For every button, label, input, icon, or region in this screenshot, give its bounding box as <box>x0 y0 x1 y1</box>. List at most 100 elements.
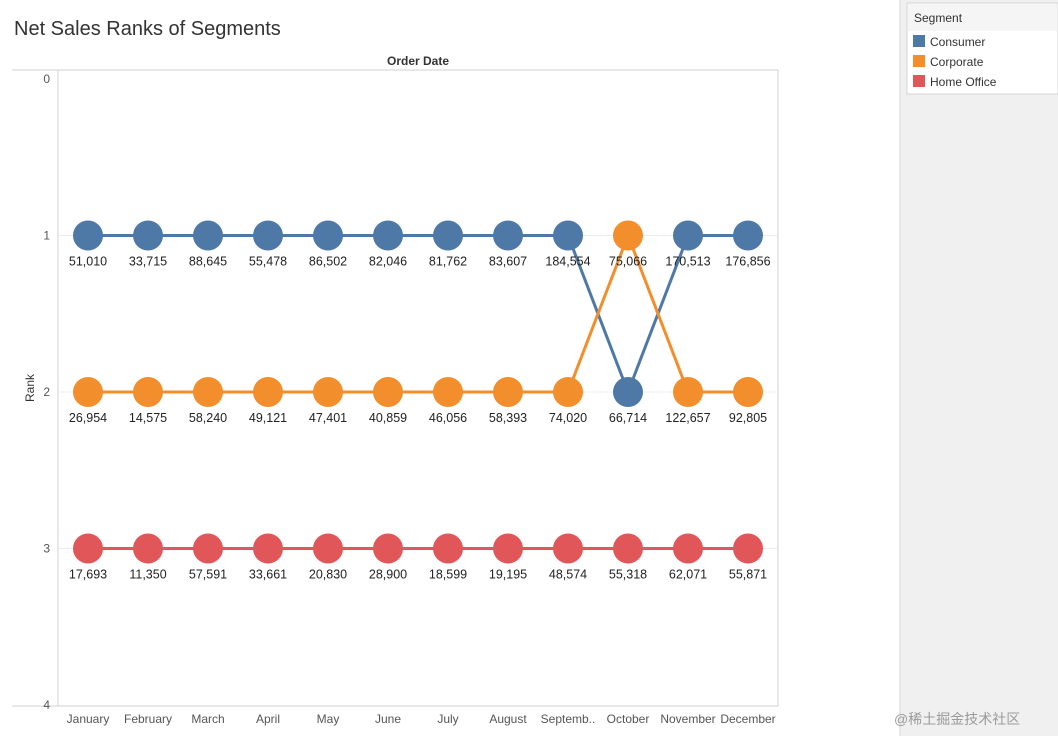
data-label: 184,554 <box>545 255 590 269</box>
x-tick-label: June <box>375 712 401 726</box>
data-point[interactable] <box>253 533 283 564</box>
y-tick-label: 0 <box>43 72 50 86</box>
data-point[interactable] <box>133 377 163 407</box>
data-point[interactable] <box>433 377 463 407</box>
data-point[interactable] <box>73 533 103 564</box>
data-label: 86,502 <box>309 255 347 269</box>
data-label: 18,599 <box>429 568 467 582</box>
data-point[interactable] <box>673 220 703 251</box>
x-tick-label: January <box>67 712 110 726</box>
legend-swatch <box>913 55 925 67</box>
column-header: Order Date <box>387 54 449 68</box>
data-point[interactable] <box>553 533 583 564</box>
data-label: 19,195 <box>489 568 527 582</box>
x-tick-label: October <box>607 712 650 726</box>
data-label: 14,575 <box>129 411 167 425</box>
data-point[interactable] <box>133 533 163 564</box>
data-point[interactable] <box>253 220 283 251</box>
data-label: 74,020 <box>549 411 587 425</box>
data-point[interactable] <box>673 533 703 564</box>
data-point[interactable] <box>493 533 523 564</box>
data-point[interactable] <box>193 220 223 251</box>
plot-area <box>57 69 779 707</box>
data-point[interactable] <box>73 377 103 407</box>
data-label: 47,401 <box>309 411 347 425</box>
data-point[interactable] <box>433 533 463 564</box>
y-axis-label: Rank <box>23 373 37 402</box>
x-tick-label: December <box>720 712 775 726</box>
legend: Segment Consumer Corporate Home Office <box>906 2 1058 95</box>
data-point[interactable] <box>613 533 643 564</box>
data-point[interactable] <box>553 220 583 251</box>
data-label: 88,645 <box>189 255 227 269</box>
data-label: 46,056 <box>429 411 467 425</box>
data-point[interactable] <box>133 220 163 251</box>
data-label: 49,121 <box>249 411 287 425</box>
data-point[interactable] <box>313 377 343 407</box>
side-panel <box>900 0 1058 736</box>
data-point[interactable] <box>493 377 523 407</box>
legend-item-label: Consumer <box>930 35 985 49</box>
data-label: 83,607 <box>489 255 527 269</box>
data-point[interactable] <box>613 377 643 407</box>
data-label: 66,714 <box>609 411 647 425</box>
data-label: 33,661 <box>249 568 287 582</box>
x-tick-label: April <box>256 712 280 726</box>
watermark: @稀土掘金技术社区 <box>894 711 1020 727</box>
legend-item-label: Corporate <box>930 55 984 69</box>
data-label: 57,591 <box>189 568 227 582</box>
data-label: 81,762 <box>429 255 467 269</box>
x-tick-label: August <box>489 712 527 726</box>
data-point[interactable] <box>373 533 403 564</box>
data-point[interactable] <box>373 220 403 251</box>
data-point[interactable] <box>673 377 703 407</box>
data-label: 62,071 <box>669 568 707 582</box>
x-tick-label: Septemb.. <box>541 712 596 726</box>
data-point[interactable] <box>733 220 763 251</box>
data-point[interactable] <box>433 220 463 251</box>
data-point[interactable] <box>733 533 763 564</box>
data-label: 33,715 <box>129 255 167 269</box>
data-label: 20,830 <box>309 568 347 582</box>
x-tick-label: July <box>437 712 458 726</box>
legend-swatch <box>913 35 925 47</box>
data-label: 11,350 <box>129 568 166 582</box>
data-point[interactable] <box>553 377 583 407</box>
data-point[interactable] <box>193 377 223 407</box>
data-label: 55,478 <box>249 255 287 269</box>
legend-title: Segment <box>914 11 963 25</box>
data-label: 122,657 <box>665 411 710 425</box>
legend-item-label: Home Office <box>930 75 997 89</box>
data-point[interactable] <box>313 220 343 251</box>
data-point[interactable] <box>733 377 763 407</box>
y-tick-label: 4 <box>43 698 50 712</box>
x-tick-label: March <box>191 712 224 726</box>
data-label: 55,318 <box>609 568 647 582</box>
data-label: 40,859 <box>369 411 407 425</box>
data-point[interactable] <box>493 220 523 251</box>
data-label: 28,900 <box>369 568 407 582</box>
data-point[interactable] <box>193 533 223 564</box>
data-label: 48,574 <box>549 568 587 582</box>
data-label: 58,393 <box>489 411 527 425</box>
data-point[interactable] <box>613 220 643 251</box>
data-point[interactable] <box>373 377 403 407</box>
data-point[interactable] <box>73 220 103 251</box>
chart-title: Net Sales Ranks of Segments <box>14 18 281 40</box>
y-tick-label: 3 <box>43 542 50 556</box>
data-label: 170,513 <box>665 255 710 269</box>
data-point[interactable] <box>253 377 283 407</box>
y-tick-label: 1 <box>43 229 50 243</box>
data-label: 26,954 <box>69 411 107 425</box>
data-label: 17,693 <box>69 568 107 582</box>
x-tick-label: February <box>124 712 172 726</box>
legend-swatch <box>913 75 925 87</box>
x-tick-label: November <box>660 712 715 726</box>
x-tick-label: May <box>317 712 340 726</box>
data-label: 51,010 <box>69 255 107 269</box>
data-point[interactable] <box>313 533 343 564</box>
data-label: 82,046 <box>369 255 407 269</box>
data-label: 92,805 <box>729 411 767 425</box>
data-label: 75,066 <box>609 255 647 269</box>
